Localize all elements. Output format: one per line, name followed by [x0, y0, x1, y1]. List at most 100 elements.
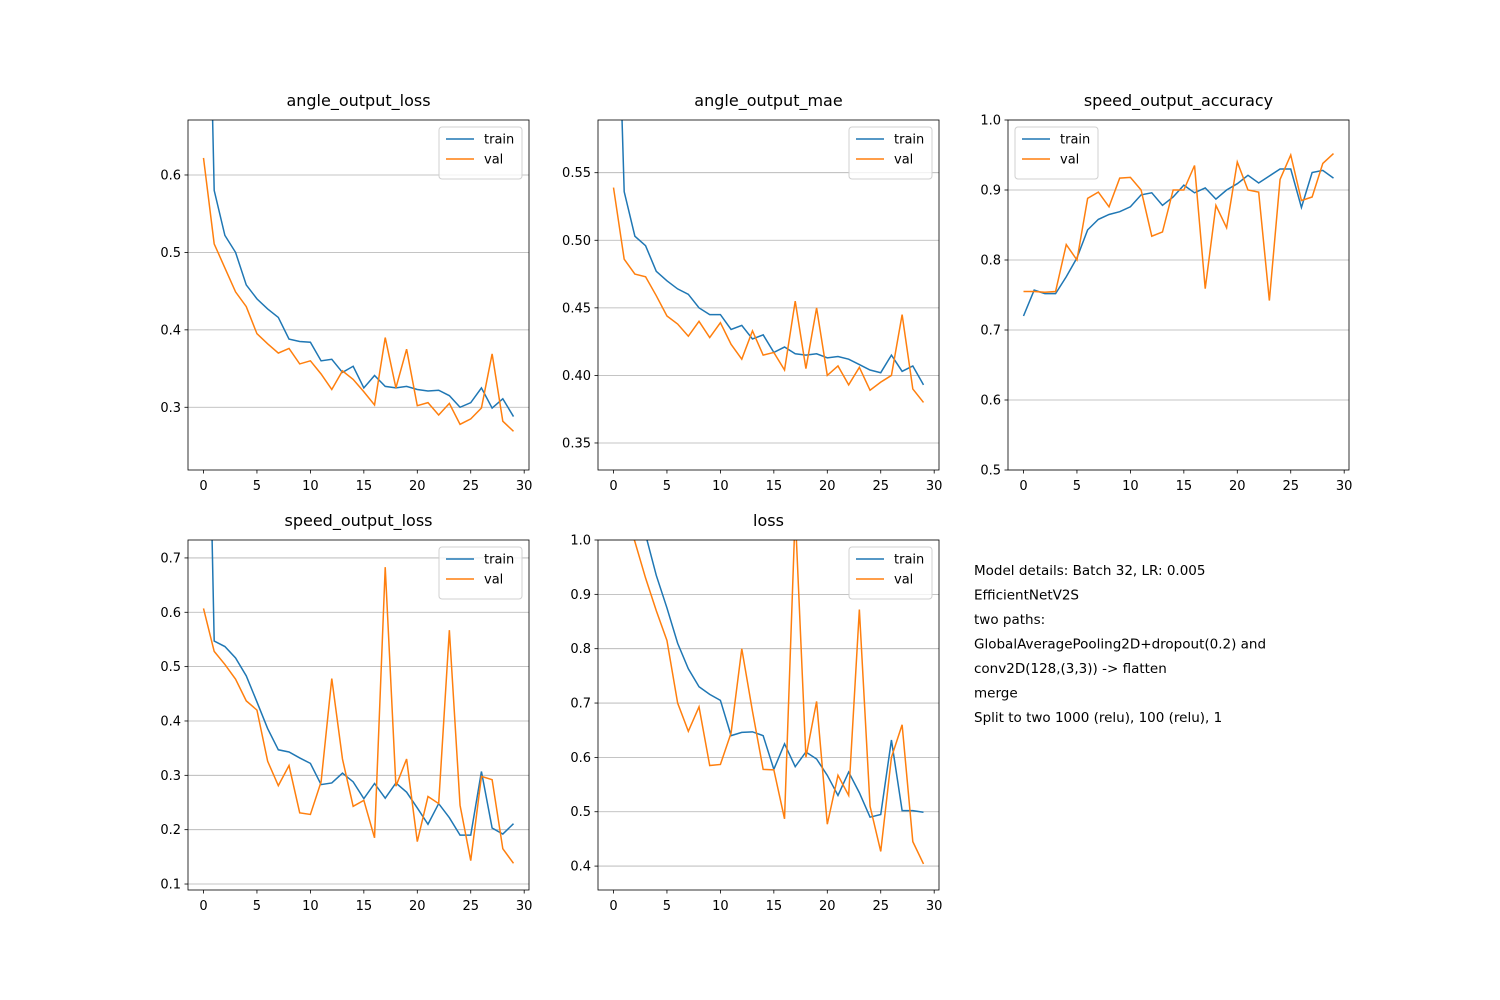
x-tick-label: 0: [199, 479, 207, 494]
x-tick-label: 20: [1229, 479, 1246, 494]
y-tick-label: 0.55: [562, 166, 591, 181]
y-tick-label: 1.0: [980, 114, 1001, 129]
y-tick-label: 0.6: [980, 394, 1001, 409]
y-tick-label: 0.3: [160, 401, 181, 416]
x-tick-label: 15: [766, 899, 783, 914]
subplot: loss 0.4 0.5 0.6 0.7 0.8 0.9 1.0 0 5 10 15 20 25 30 tra…: [570, 511, 943, 914]
y-tick-label: 0.3: [160, 769, 181, 784]
subplot-title: speed_output_accuracy: [1084, 91, 1273, 111]
y-tick-label: 0.5: [570, 805, 591, 820]
y-tick-label: 0.6: [160, 168, 181, 183]
data-line: [1023, 152, 1335, 301]
y-tick-label: 0.6: [160, 606, 181, 621]
x-tick-label: 15: [1176, 479, 1193, 494]
x-tick-label: 0: [1019, 479, 1027, 494]
data-line: [621, 120, 925, 386]
axes-frame: [1007, 119, 1350, 471]
y-tick-label: 0.8: [980, 254, 1001, 269]
x-tick-label: 0: [609, 479, 617, 494]
axes-frame: [187, 539, 530, 891]
x-tick-label: 15: [356, 479, 373, 494]
subplot: angle_output_mae 0.35 0.40 0.45 0.50 0.55 0 5 10…: [562, 91, 942, 494]
legend: train val: [438, 126, 523, 180]
legend-label: train: [894, 553, 924, 568]
x-tick-label: 10: [302, 899, 319, 914]
x-tick-label: 0: [609, 899, 617, 914]
y-tick-label: 0.5: [980, 464, 1001, 479]
legend-label: val: [484, 573, 503, 588]
y-tick-label: 0.4: [570, 860, 591, 875]
legend: train val: [848, 126, 933, 180]
y-tick-label: 0.50: [562, 234, 591, 249]
y-tick-label: 0.7: [570, 697, 591, 712]
x-tick-label: 15: [766, 479, 783, 494]
x-tick-label: 15: [356, 899, 373, 914]
legend-label: val: [1060, 153, 1079, 168]
y-tick-label: 0.35: [562, 436, 591, 451]
x-tick-label: 30: [1336, 479, 1353, 494]
axes-frame: [187, 119, 530, 471]
x-tick-label: 25: [872, 899, 889, 914]
legend-box: [848, 126, 933, 180]
y-tick-label: 0.4: [160, 714, 181, 729]
x-tick-label: 20: [409, 479, 426, 494]
y-tick-label: 0.7: [980, 324, 1001, 339]
x-tick-label: 25: [462, 479, 479, 494]
x-tick-label: 10: [1122, 479, 1139, 494]
x-tick-label: 25: [462, 899, 479, 914]
annotation-line: Split to two 1000 (relu), 100 (relu), 1: [974, 710, 1222, 726]
x-tick-label: 5: [663, 479, 671, 494]
data-line: [633, 540, 925, 865]
subplot: speed_output_loss 0.1 0.2 0.3 0.4 0.5 0.6 0.7 0 5…: [160, 511, 532, 914]
subplot: angle_output_loss 0.3 0.4 0.5 0.6 0 5 10 15 20 25 3…: [160, 91, 532, 494]
data-line: [202, 157, 515, 432]
subplot-title: angle_output_mae: [694, 91, 842, 111]
annotation-line: merge: [974, 686, 1018, 702]
axes-frame: [597, 539, 940, 891]
data-line: [211, 120, 515, 417]
x-tick-label: 5: [253, 899, 261, 914]
subplot-title: angle_output_loss: [286, 91, 430, 111]
x-tick-label: 5: [1073, 479, 1081, 494]
x-tick-label: 20: [819, 479, 836, 494]
legend-label: train: [484, 553, 514, 568]
x-tick-label: 5: [253, 479, 261, 494]
y-tick-label: 0.1: [160, 878, 181, 893]
legend-label: train: [484, 133, 514, 148]
y-tick-label: 0.40: [562, 369, 591, 384]
legend-box: [1014, 126, 1099, 180]
axes-frame: [597, 119, 940, 471]
legend-box: [438, 546, 523, 600]
subplot-title: loss: [753, 511, 784, 530]
x-tick-label: 20: [409, 899, 426, 914]
x-tick-label: 25: [872, 479, 889, 494]
x-tick-label: 5: [663, 899, 671, 914]
legend-box: [438, 126, 523, 180]
y-tick-label: 1.0: [570, 534, 591, 549]
legend: train val: [438, 546, 523, 600]
annotation-line: two paths:: [974, 612, 1045, 628]
legend-label: val: [484, 153, 503, 168]
x-tick-label: 30: [926, 899, 943, 914]
legend: train val: [848, 546, 933, 600]
x-tick-label: 25: [1282, 479, 1299, 494]
annotation-line: EfficientNetV2S: [974, 588, 1079, 604]
data-line: [211, 540, 515, 836]
x-tick-label: 10: [712, 899, 729, 914]
y-tick-label: 0.5: [160, 246, 181, 261]
x-tick-label: 10: [712, 479, 729, 494]
legend: train val: [1014, 126, 1099, 180]
annotation-line: GlobalAveragePooling2D+dropout(0.2) and: [974, 637, 1266, 653]
subplot: speed_output_accuracy 0.5 0.6 0.7 0.8 0.9 1.0 0…: [980, 91, 1352, 494]
legend-label: val: [894, 153, 913, 168]
y-tick-label: 0.9: [570, 588, 591, 603]
legend-box: [848, 546, 933, 600]
y-tick-label: 0.45: [562, 301, 591, 316]
annotation-line: Model details: Batch 32, LR: 0.005: [974, 563, 1205, 579]
data-line: [646, 540, 924, 819]
legend-label: train: [894, 133, 924, 148]
x-tick-label: 0: [199, 899, 207, 914]
x-tick-label: 20: [819, 899, 836, 914]
legend-label: train: [1060, 133, 1090, 148]
